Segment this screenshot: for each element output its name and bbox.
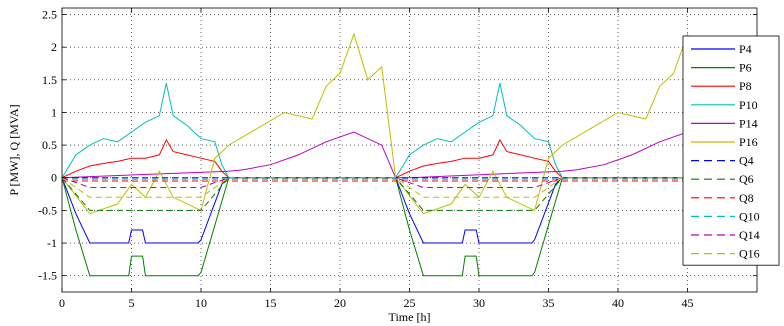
legend-label-p6: P6	[739, 61, 752, 75]
legend-label-q14: Q14	[739, 228, 760, 242]
legend-label-q4: Q4	[739, 154, 754, 168]
x-axis-label: Time [h]	[389, 310, 431, 324]
legend-label-p8: P8	[739, 79, 752, 93]
legend-label-p16: P16	[739, 135, 758, 149]
legend-label-q10: Q10	[739, 209, 760, 223]
x-tick-label: 20	[334, 296, 346, 310]
x-tick-label: 0	[59, 296, 65, 310]
legend-label-q6: Q6	[739, 172, 754, 186]
y-tick-label: 1	[51, 105, 57, 119]
y-axis-label: P [MW], Q [MVA]	[7, 104, 21, 195]
legend-label-p10: P10	[739, 98, 758, 112]
x-tick-label: 25	[404, 296, 416, 310]
legend-box	[682, 35, 780, 266]
plot-background	[62, 8, 757, 292]
x-tick-label: 30	[473, 296, 485, 310]
series-line-q6	[62, 177, 730, 211]
y-tick-label: 0.5	[42, 138, 57, 152]
y-tick-label: 2	[51, 40, 57, 54]
legend-label-q8: Q8	[739, 191, 754, 205]
y-tick-label: -1	[47, 236, 57, 250]
x-tick-label: 5	[129, 296, 135, 310]
legend-label-p4: P4	[739, 42, 752, 56]
legend: P4 P6 P8 P10 P14 P16 Q4 Q6 Q8 Q10 Q14 Q16	[682, 35, 780, 266]
legend-label-q16: Q16	[739, 247, 760, 261]
y-tick-label: 0	[51, 171, 57, 185]
y-tick-label: -1.5	[38, 269, 57, 283]
x-tick-label: 35	[543, 296, 555, 310]
x-tick-label: 40	[612, 296, 624, 310]
grid	[62, 8, 757, 292]
plot-area	[62, 32, 730, 277]
x-tick-label: 45	[682, 296, 694, 310]
y-tick-label: 1.5	[42, 73, 57, 87]
y-tick-label: 2.5	[42, 8, 57, 22]
x-tick-label: 10	[195, 296, 207, 310]
series-line-q16	[62, 177, 730, 198]
x-tick-label: 15	[265, 296, 277, 310]
y-tick-label: -0.5	[38, 203, 57, 217]
legend-label-p14: P14	[739, 116, 758, 130]
